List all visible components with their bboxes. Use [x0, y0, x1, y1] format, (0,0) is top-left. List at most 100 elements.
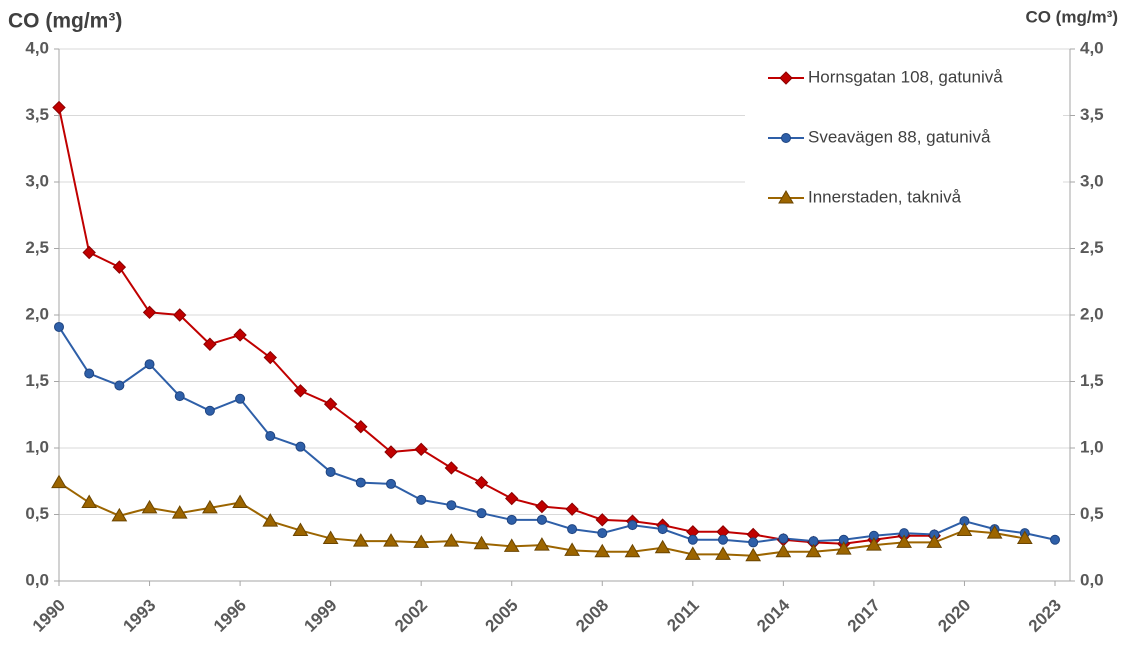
marker — [657, 524, 668, 535]
legend-marker — [779, 71, 793, 85]
marker — [265, 431, 276, 442]
marker — [536, 514, 547, 525]
series-line — [58, 326, 1056, 544]
x-tick-label: 1990 — [29, 596, 69, 636]
marker — [535, 499, 549, 514]
marker — [505, 491, 519, 506]
marker — [233, 328, 247, 342]
y-axis-label: CO (mg/m³) — [8, 10, 122, 33]
marker — [956, 522, 973, 536]
x-tick-label: 1996 — [210, 596, 250, 636]
y-tick-label: 3,5 — [25, 105, 49, 124]
x-tick-label: 2005 — [482, 596, 522, 636]
marker — [506, 514, 517, 525]
y-tick-label: 0,5 — [25, 504, 49, 523]
x-tick-label: 2014 — [753, 595, 794, 636]
marker — [82, 245, 96, 260]
y-tick-label: 0,0 — [25, 570, 49, 589]
y2-tick-label: 1,5 — [1080, 371, 1104, 390]
marker — [534, 537, 550, 551]
marker — [142, 305, 157, 320]
x-tick-label: 2017 — [844, 596, 884, 636]
marker — [322, 530, 339, 544]
legend-label: Sveavägen 88, gatunivå — [808, 127, 991, 146]
marker — [926, 534, 943, 548]
y-tick-label: 3,0 — [25, 171, 49, 190]
marker — [805, 543, 822, 558]
legend: Hornsgatan 108, gatunivå Sveavägen 88, ga… — [745, 58, 1063, 228]
marker — [835, 541, 852, 555]
marker — [84, 368, 95, 379]
legend-label: Innerstaden, taknivå — [808, 187, 962, 206]
marker — [476, 508, 487, 519]
marker — [295, 441, 306, 452]
y2-tick-label: 1,0 — [1080, 437, 1104, 456]
marker — [473, 535, 490, 550]
marker — [414, 442, 428, 457]
marker — [204, 405, 215, 416]
marker — [627, 520, 638, 531]
legend-marker — [781, 133, 791, 143]
marker — [687, 534, 698, 545]
marker — [111, 507, 128, 522]
marker — [383, 533, 399, 547]
marker — [293, 384, 308, 398]
y2-tick-label: 3,5 — [1080, 105, 1104, 124]
marker — [1050, 534, 1060, 545]
marker — [171, 505, 188, 519]
y-tick-label: 1,0 — [25, 437, 49, 456]
marker — [745, 547, 762, 562]
marker — [323, 397, 338, 411]
x-tick-label: 2023 — [1025, 596, 1065, 636]
marker — [718, 534, 728, 545]
x-tick-label: 2008 — [572, 596, 612, 636]
y-tick-label: 2,0 — [25, 304, 49, 323]
marker — [567, 524, 578, 535]
y2-tick-label: 0,5 — [1080, 504, 1104, 523]
marker — [564, 542, 580, 556]
y-tick-label: 4,0 — [25, 38, 49, 57]
marker — [443, 533, 460, 547]
marker — [474, 475, 489, 490]
marker — [112, 260, 127, 274]
y-tick-label: 2,5 — [25, 238, 49, 257]
marker — [446, 500, 457, 511]
marker — [355, 477, 366, 488]
marker — [684, 546, 701, 560]
marker — [654, 539, 671, 554]
marker — [416, 494, 427, 505]
marker — [202, 499, 218, 514]
marker — [715, 546, 731, 560]
marker — [141, 499, 158, 514]
marker — [503, 538, 520, 552]
legend-marker — [778, 190, 794, 204]
marker — [52, 100, 66, 115]
y2-tick-label: 0,0 — [1080, 570, 1104, 589]
marker — [986, 525, 1003, 539]
marker — [352, 533, 369, 547]
legend-label: Hornsgatan 108, gatunivå — [808, 67, 1003, 86]
marker — [232, 494, 248, 509]
marker — [565, 502, 579, 516]
marker — [354, 420, 368, 434]
x-tick-label: 1993 — [119, 596, 159, 636]
y2-tick-label: 2,0 — [1080, 304, 1104, 323]
x-tick-label: 1999 — [300, 596, 340, 636]
marker — [51, 474, 67, 489]
marker — [597, 528, 608, 539]
marker — [81, 494, 98, 509]
marker — [748, 537, 759, 548]
marker — [866, 537, 882, 551]
marker — [1016, 530, 1033, 544]
x-tick-label: 2002 — [391, 596, 431, 636]
marker — [235, 393, 246, 404]
y2-tick-label: 2,5 — [1080, 238, 1104, 257]
marker — [54, 321, 64, 332]
marker — [292, 522, 309, 536]
y-tick-label: 1,5 — [25, 371, 49, 390]
marker — [624, 543, 641, 558]
y2-tick-label: 4,0 — [1080, 38, 1104, 57]
marker — [413, 534, 430, 548]
marker — [114, 380, 125, 391]
